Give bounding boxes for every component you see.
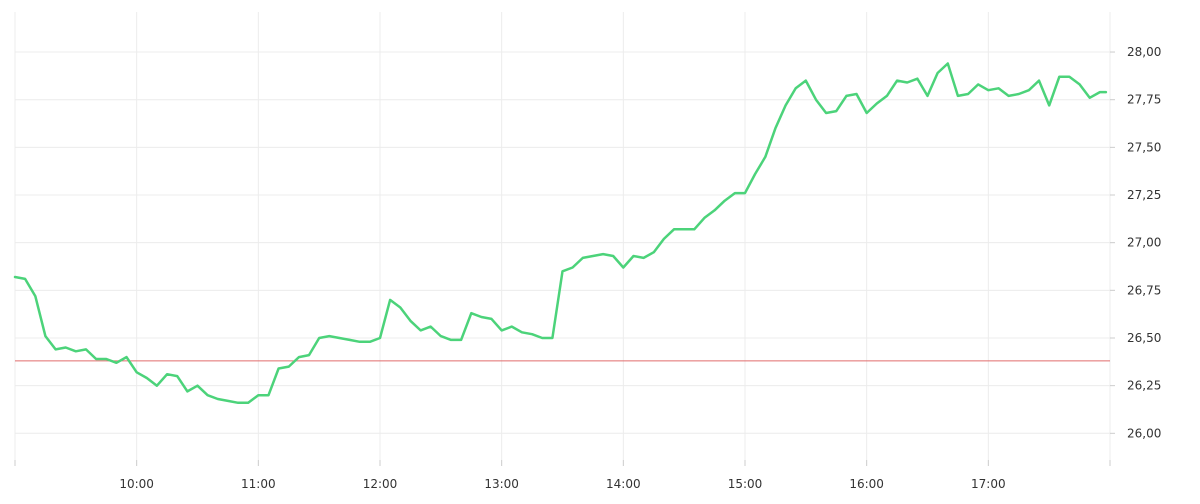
y-tick-label: 26,50 xyxy=(1127,331,1161,345)
x-tick-label: 14:00 xyxy=(606,477,641,491)
y-tick-label: 26,00 xyxy=(1127,426,1161,440)
tick-labels: 26,00 26,25 26,50 26,75 27,00 27,25 27,50 27,75… xyxy=(119,45,1161,491)
x-tick-label: 16:00 xyxy=(849,477,884,491)
y-tick-label: 27,00 xyxy=(1127,236,1161,250)
y-tick-label: 28,00 xyxy=(1127,45,1161,59)
y-tick-label: 27,25 xyxy=(1127,188,1161,202)
y-tick-label: 26,75 xyxy=(1127,283,1161,297)
y-tick-label: 26,25 xyxy=(1127,379,1161,393)
axes xyxy=(14,51,1115,466)
x-tick-label: 17:00 xyxy=(971,477,1006,491)
y-tick-label: 27,50 xyxy=(1127,140,1161,154)
y-tick-label: 27,75 xyxy=(1127,93,1161,107)
series-line xyxy=(13,62,1108,405)
series-layer xyxy=(13,62,1108,405)
grid xyxy=(14,12,1111,460)
x-tick-label: 10:00 xyxy=(119,477,154,491)
x-tick-label: 15:00 xyxy=(728,477,763,491)
x-tick-label: 13:00 xyxy=(484,477,519,491)
x-tick-label: 11:00 xyxy=(241,477,276,491)
x-tick-label: 12:00 xyxy=(363,477,398,491)
